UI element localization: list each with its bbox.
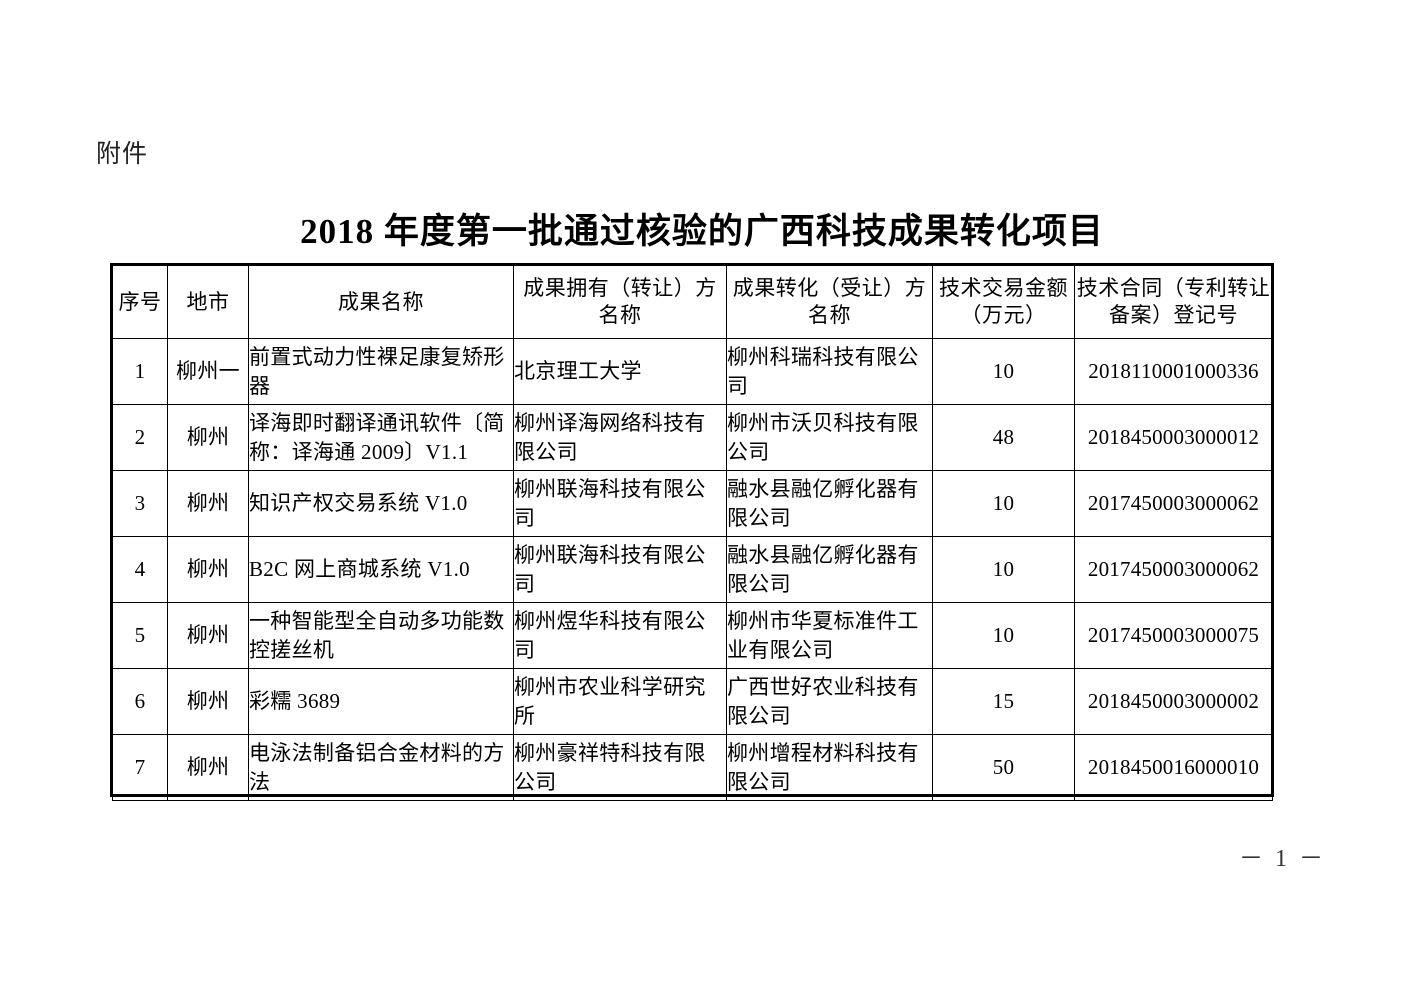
cell-transferee: 柳州增程材料科技有限公司	[726, 734, 933, 801]
cell-transferee: 广西世好农业科技有限公司	[726, 668, 933, 735]
cell-transferee: 柳州市华夏标准件工业有限公司	[726, 602, 933, 669]
cell-city: 柳州	[167, 404, 249, 471]
cell-contract: 2018450003000002	[1074, 668, 1273, 735]
cell-amount: 10	[932, 536, 1075, 603]
cell-name: 彩糯 3689	[248, 668, 514, 735]
cell-seq: 4	[112, 536, 168, 603]
column-header-owner: 成果拥有（转让）方名称	[513, 265, 727, 339]
cell-amount: 50	[932, 734, 1075, 801]
cell-owner: 柳州联海科技有限公司	[513, 536, 727, 603]
cell-name: 前置式动力性裸足康复矫形器	[248, 338, 514, 405]
cell-seq: 3	[112, 470, 168, 537]
cell-transferee: 融水县融亿孵化器有限公司	[726, 470, 933, 537]
table-row: 6 柳州 彩糯 3689 柳州市农业科学研究所 广西世好农业科技有限公司 15 …	[112, 668, 1273, 735]
cell-owner: 北京理工大学	[513, 338, 727, 405]
cell-transferee: 柳州市沃贝科技有限公司	[726, 404, 933, 471]
cell-owner: 柳州译海网络科技有限公司	[513, 404, 727, 471]
cell-amount: 48	[932, 404, 1075, 471]
cell-city: 柳州一	[167, 338, 249, 405]
column-header-amount: 技术交易金额（万元）	[932, 265, 1075, 339]
column-header-transferee: 成果转化（受让）方名称	[726, 265, 933, 339]
cell-transferee: 柳州科瑞科技有限公司	[726, 338, 933, 405]
cell-contract: 2018450016000010	[1074, 734, 1273, 801]
cell-owner: 柳州煜华科技有限公司	[513, 602, 727, 669]
cell-contract: 2018110001000336	[1074, 338, 1273, 405]
cell-contract: 2017450003000062	[1074, 470, 1273, 537]
cell-city: 柳州	[167, 536, 249, 603]
cell-seq: 6	[112, 668, 168, 735]
cell-seq: 5	[112, 602, 168, 669]
cell-owner: 柳州联海科技有限公司	[513, 470, 727, 537]
cell-name: B2C 网上商城系统 V1.0	[248, 536, 514, 603]
cell-name: 电泳法制备铝合金材料的方法	[248, 734, 514, 801]
cell-seq: 2	[112, 404, 168, 471]
table-row: 7 柳州 电泳法制备铝合金材料的方法 柳州豪祥特科技有限公司 柳州增程材料科技有…	[112, 734, 1273, 801]
column-header-seq: 序号	[112, 265, 168, 339]
page-number: － 1 －	[1239, 846, 1326, 872]
cell-amount: 10	[932, 602, 1075, 669]
column-header-name: 成果名称	[248, 265, 514, 339]
cell-owner: 柳州豪祥特科技有限公司	[513, 734, 727, 801]
cell-city: 柳州	[167, 734, 249, 801]
cell-seq: 7	[112, 734, 168, 801]
cell-city: 柳州	[167, 668, 249, 735]
cell-seq: 1	[112, 338, 168, 405]
cell-amount: 10	[932, 338, 1075, 405]
column-header-city: 地市	[167, 265, 249, 339]
attachment-label: 附件	[96, 141, 149, 168]
cell-contract: 2018450003000012	[1074, 404, 1273, 471]
table-row: 2 柳州 译海即时翻译通讯软件〔简称：译海通 2009〕V1.1 柳州译海网络科…	[112, 404, 1273, 471]
cell-name: 知识产权交易系统 V1.0	[248, 470, 514, 537]
table-header-row: 序号 地市 成果名称 成果拥有（转让）方名称 成果转化（受让）方名称 技术交易金…	[112, 265, 1273, 339]
achievements-table: 序号 地市 成果名称 成果拥有（转让）方名称 成果转化（受让）方名称 技术交易金…	[112, 265, 1273, 801]
page-title: 2018 年度第一批通过核验的广西科技成果转化项目	[300, 212, 1104, 251]
cell-amount: 15	[932, 668, 1075, 735]
table-row: 3 柳州 知识产权交易系统 V1.0 柳州联海科技有限公司 融水县融亿孵化器有限…	[112, 470, 1273, 537]
cell-amount: 10	[932, 470, 1075, 537]
cell-name: 一种智能型全自动多功能数控搓丝机	[248, 602, 514, 669]
table-row: 4 柳州 B2C 网上商城系统 V1.0 柳州联海科技有限公司 融水县融亿孵化器…	[112, 536, 1273, 603]
cell-city: 柳州	[167, 602, 249, 669]
cell-owner: 柳州市农业科学研究所	[513, 668, 727, 735]
cell-transferee: 融水县融亿孵化器有限公司	[726, 536, 933, 603]
cell-city: 柳州	[167, 470, 249, 537]
cell-contract: 2017450003000062	[1074, 536, 1273, 603]
cell-contract: 2017450003000075	[1074, 602, 1273, 669]
cell-name: 译海即时翻译通讯软件〔简称：译海通 2009〕V1.1	[248, 404, 514, 471]
table-row: 5 柳州 一种智能型全自动多功能数控搓丝机 柳州煜华科技有限公司 柳州市华夏标准…	[112, 602, 1273, 669]
column-header-contract: 技术合同（专利转让备案）登记号	[1074, 265, 1273, 339]
table-row: 1 柳州一 前置式动力性裸足康复矫形器 北京理工大学 柳州科瑞科技有限公司 10…	[112, 338, 1273, 405]
